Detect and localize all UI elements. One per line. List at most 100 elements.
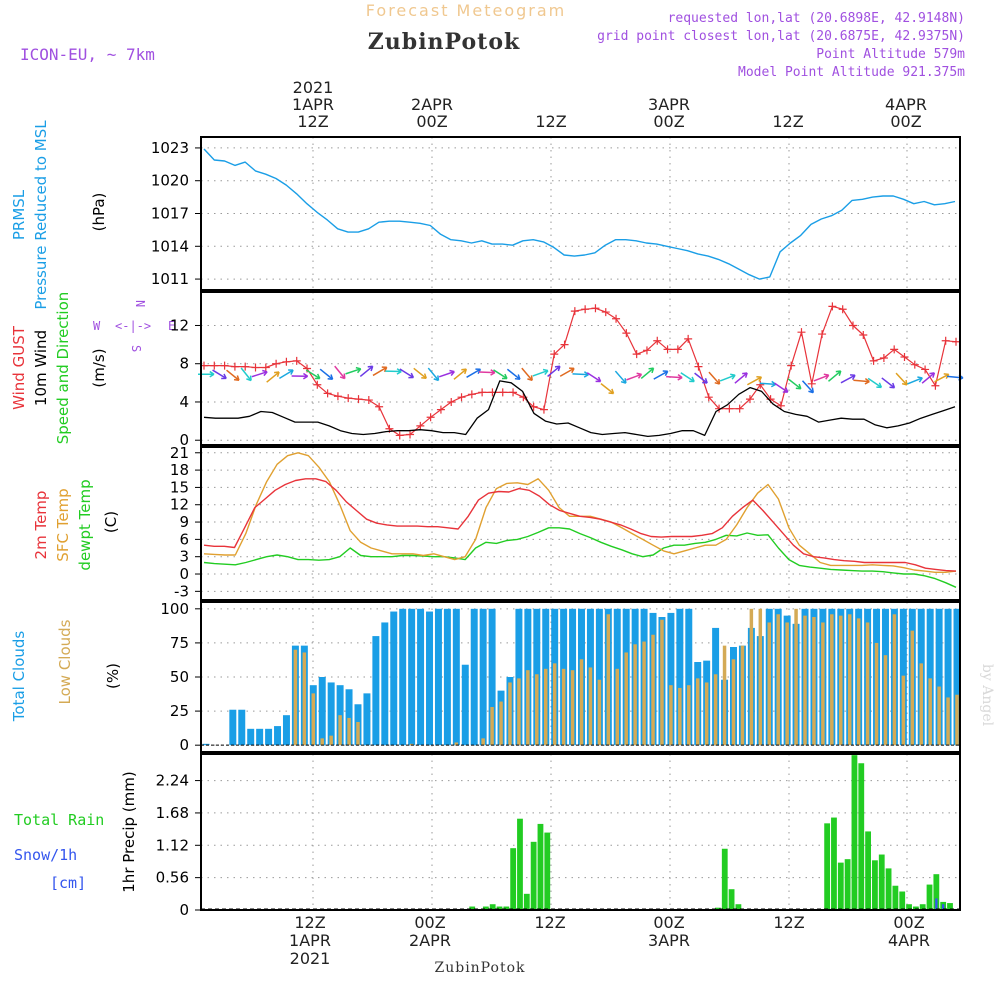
wind-arrow [319, 368, 334, 380]
wind-arrow [438, 370, 455, 378]
gust-marker [838, 305, 847, 314]
gust-marker [313, 380, 322, 389]
wind-arrow [867, 377, 882, 388]
gust-marker [416, 421, 425, 430]
gust-marker [787, 361, 796, 370]
low-cloud-bar [409, 743, 414, 746]
wind-arrow [466, 368, 481, 378]
low-cloud-bar [794, 608, 798, 746]
y-tick-label: 0 [179, 431, 189, 449]
wind-arrow [708, 371, 721, 385]
wind-arrow-head [408, 372, 415, 379]
wind-arrow-head [288, 369, 294, 375]
label-ms: (m/s) [90, 348, 108, 387]
y-tick-label: 1014 [151, 237, 189, 255]
low-cloud-bar [856, 618, 861, 746]
low-cloud-bar [731, 659, 736, 746]
gust-marker [395, 431, 404, 440]
bottom-label-time: 00Z [893, 913, 924, 932]
y-tick-label: 6 [179, 530, 189, 548]
gust-marker [869, 356, 878, 365]
low-cloud-bar [454, 742, 459, 746]
rain-bar [728, 889, 735, 910]
label-celsius: (C) [102, 511, 120, 533]
panel-2: 0 4 8 12 [170, 291, 964, 449]
wind-arrow-head [835, 370, 842, 377]
chart-title: Forecast Meteogram [366, 1, 566, 20]
rain-bar [824, 823, 831, 910]
total-cloud-bar [434, 608, 442, 746]
location-title: ZubinPotok [368, 29, 521, 55]
gust-marker [323, 389, 332, 398]
low-cloud-bar [356, 722, 360, 746]
wind-arrow-head [339, 373, 346, 380]
model-point-altitude: Model Point Altitude 921.375m [738, 65, 965, 80]
wind-arrow [212, 369, 227, 380]
low-cloud-bar [561, 668, 566, 746]
label-gust: Wind GUST [10, 325, 28, 410]
panel-border [200, 601, 961, 753]
rain-bar [933, 874, 940, 910]
total-cloud-bar [399, 608, 407, 746]
total-cloud-bar [381, 622, 389, 746]
top-label-time: 00Z [416, 112, 447, 131]
point-altitude: Point Altitude 579m [816, 47, 965, 62]
wind-arrow-head [514, 374, 521, 380]
wind-arrow-head [595, 376, 602, 383]
low-cloud-bar [320, 738, 324, 746]
wind-arrow-head [262, 369, 268, 377]
wind-arrow [907, 377, 923, 385]
low-cloud-bar [642, 641, 646, 746]
gust-marker [745, 395, 754, 404]
compass-north: N [133, 300, 147, 307]
y-tick-label: 9 [179, 513, 189, 531]
total-cloud-bar [363, 693, 371, 746]
total-cloud-bar [372, 636, 380, 746]
top-label-time: 00Z [653, 112, 684, 131]
gust-marker [848, 321, 857, 330]
y-tick-label: 4 [179, 393, 189, 411]
bottom-label-date: 1APR [289, 931, 331, 950]
panels: 1011101410171020102304812-30369121518210… [151, 136, 964, 919]
snow-bar [942, 904, 945, 910]
bottom-label-year: 2021 [290, 949, 331, 968]
low-cloud-bar [910, 630, 915, 746]
top-label-time: 12Z [772, 112, 803, 131]
wind-arrow-head [608, 388, 615, 395]
low-cloud-bar [588, 667, 593, 746]
low-cloud-bar [740, 645, 745, 746]
compass-east: E [168, 319, 175, 333]
total-cloud-bar [274, 726, 282, 746]
wind-arrow [266, 371, 280, 383]
y-tick-label: 18 [170, 461, 189, 479]
rain-bar [831, 817, 837, 910]
wind-arrow [413, 367, 427, 379]
low-cloud-bar [901, 675, 906, 746]
gust-marker [539, 405, 548, 414]
low-cloud-bar [704, 682, 709, 746]
wind-line [203, 380, 956, 438]
y-tick-label: 1011 [151, 270, 189, 288]
gust-marker [890, 345, 899, 354]
wind-arrow-head [636, 372, 643, 379]
wind-arrow [399, 368, 414, 379]
gust-marker [364, 396, 373, 405]
rain-bar [851, 755, 858, 910]
wind-arrow [680, 372, 695, 383]
gust-marker [261, 363, 270, 372]
gust-marker [570, 307, 579, 316]
gust-marker [406, 430, 415, 439]
wind-arrow-head [396, 368, 402, 375]
total-cloud-bar [944, 608, 952, 746]
wind-arrow [801, 380, 814, 394]
panel-border [200, 753, 961, 911]
wind-arrow [279, 369, 294, 379]
low-cloud-bar [839, 615, 843, 746]
low-cloud-bar [552, 663, 557, 746]
wind-arrow [427, 367, 440, 381]
gust-marker [344, 394, 353, 403]
wind-arrow [305, 369, 321, 380]
y-tick-label: 15 [170, 478, 189, 496]
wind-arrow-head [742, 372, 748, 378]
